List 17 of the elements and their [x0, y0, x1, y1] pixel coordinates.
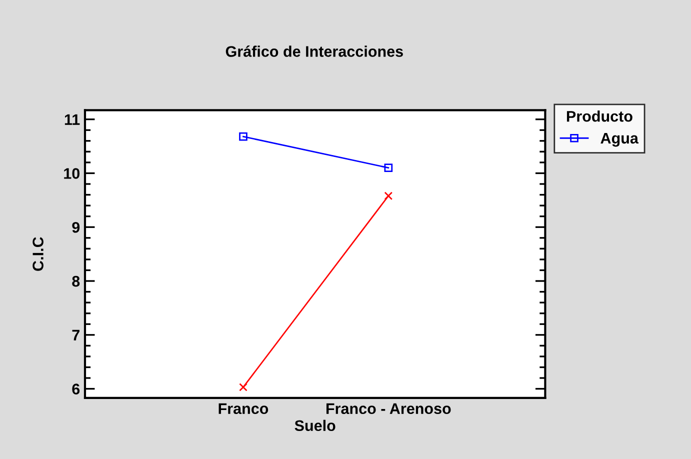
legend-label: Agua	[600, 132, 639, 147]
x-tick-label: Franco - Arenoso	[326, 403, 451, 414]
x-axis-title: Suelo	[294, 420, 336, 432]
x-tick-label: Franco	[218, 403, 268, 414]
y-tick-label: 11	[64, 114, 80, 125]
point	[384, 164, 393, 172]
point	[239, 132, 248, 141]
y-axis-title: C.I.C	[32, 237, 44, 271]
y-tick-label: 10	[64, 168, 80, 179]
chart-title: Gráfico de Interacciones	[226, 46, 403, 57]
y-tick-label: 6	[72, 384, 80, 394]
y-tick-label: 9	[72, 222, 80, 233]
point	[239, 383, 248, 392]
y-tick-label: 7	[72, 330, 80, 340]
point	[384, 192, 393, 200]
legend-title: Producto	[566, 110, 632, 122]
y-tick-label: 8	[72, 276, 80, 287]
